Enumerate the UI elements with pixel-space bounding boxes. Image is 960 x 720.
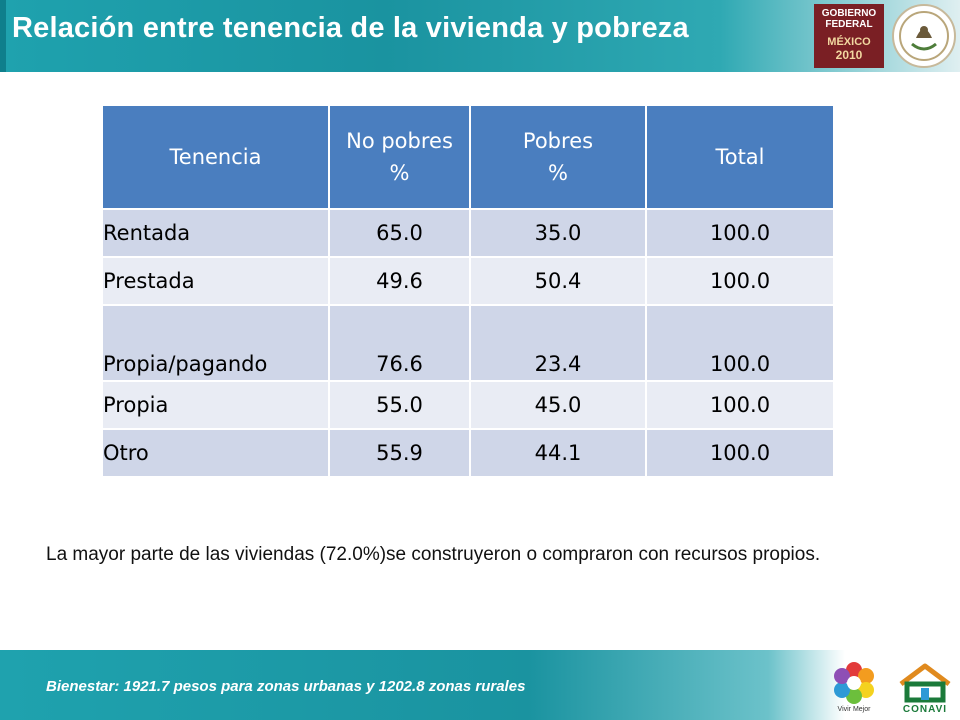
vivir-mejor-label: Vivir Mejor bbox=[837, 706, 871, 713]
header-no-pobres-label: No pobres % bbox=[346, 129, 453, 185]
cell-pobres: 45.0 bbox=[469, 380, 646, 429]
summary-note: La mayor parte de las viviendas (72.0%)s… bbox=[46, 544, 821, 565]
cell-pobres: 50.4 bbox=[469, 256, 646, 305]
cell-tenencia: Otro bbox=[103, 428, 329, 476]
cell-total: 100.0 bbox=[645, 380, 833, 429]
header-bar: Relación entre tenencia de la vivienda y… bbox=[0, 0, 960, 72]
footer-bar bbox=[0, 650, 960, 720]
cell-total: 100.0 bbox=[645, 304, 833, 381]
cell-pobres: 35.0 bbox=[469, 208, 646, 257]
tenure-poverty-table: Tenencia No pobres % Pobres % Total Rent… bbox=[103, 106, 833, 476]
cell-tenencia: Propia/pagando bbox=[103, 304, 329, 381]
mexico-seal-icon bbox=[892, 4, 956, 68]
cell-pobres: 44.1 bbox=[469, 428, 646, 476]
table-row: Otro 55.9 44.1 100.0 bbox=[103, 428, 833, 476]
conavi-label: CONAVI bbox=[902, 704, 948, 715]
header-total: Total bbox=[645, 106, 833, 209]
table-header-row: Tenencia No pobres % Pobres % Total bbox=[103, 106, 833, 209]
cell-total: 100.0 bbox=[645, 208, 833, 257]
page-title: Relación entre tenencia de la vivienda y… bbox=[12, 12, 689, 44]
header-pobres: Pobres % bbox=[469, 106, 646, 209]
conavi-house-icon bbox=[899, 663, 951, 703]
gob-badge-line4: 2010 bbox=[835, 48, 863, 62]
cell-pobres: 23.4 bbox=[469, 304, 646, 381]
header-tenencia: Tenencia bbox=[103, 106, 329, 209]
cell-no-pobres: 65.0 bbox=[328, 208, 470, 257]
table-row: Propia 55.0 45.0 100.0 bbox=[103, 380, 833, 429]
cell-total: 100.0 bbox=[645, 256, 833, 305]
cell-tenencia: Propia bbox=[103, 380, 329, 429]
vivir-mejor-flower-icon bbox=[834, 662, 874, 704]
gob-badge-line2: FEDERAL bbox=[825, 19, 873, 30]
vivir-mejor-logo: Vivir Mejor bbox=[826, 660, 882, 718]
cell-tenencia: Prestada bbox=[103, 256, 329, 305]
cell-total: 100.0 bbox=[645, 428, 833, 476]
cell-tenencia: Rentada bbox=[103, 208, 329, 257]
gobierno-federal-logo: GOBIERNO FEDERAL MÉXICO 2010 bbox=[814, 4, 884, 68]
header-no-pobres: No pobres % bbox=[328, 106, 470, 209]
footer-bienestar-text: Bienestar: 1921.7 pesos para zonas urban… bbox=[46, 678, 526, 695]
header-pobres-label: Pobres % bbox=[522, 129, 594, 185]
table-row: Prestada 49.6 50.4 100.0 bbox=[103, 256, 833, 305]
conavi-logo: CONAVI bbox=[893, 660, 957, 718]
cell-no-pobres: 55.9 bbox=[328, 428, 470, 476]
table-row: Rentada 65.0 35.0 100.0 bbox=[103, 208, 833, 257]
cell-no-pobres: 55.0 bbox=[328, 380, 470, 429]
gob-badge-line3: MÉXICO bbox=[827, 36, 871, 48]
gob-badge-line1: GOBIERNO bbox=[821, 8, 877, 19]
cell-no-pobres: 76.6 bbox=[328, 304, 470, 381]
table-row: Propia/pagando 76.6 23.4 100.0 bbox=[103, 304, 833, 381]
header-accent bbox=[0, 0, 6, 72]
tenure-poverty-table-container: Tenencia No pobres % Pobres % Total Rent… bbox=[103, 106, 833, 476]
cell-no-pobres: 49.6 bbox=[328, 256, 470, 305]
